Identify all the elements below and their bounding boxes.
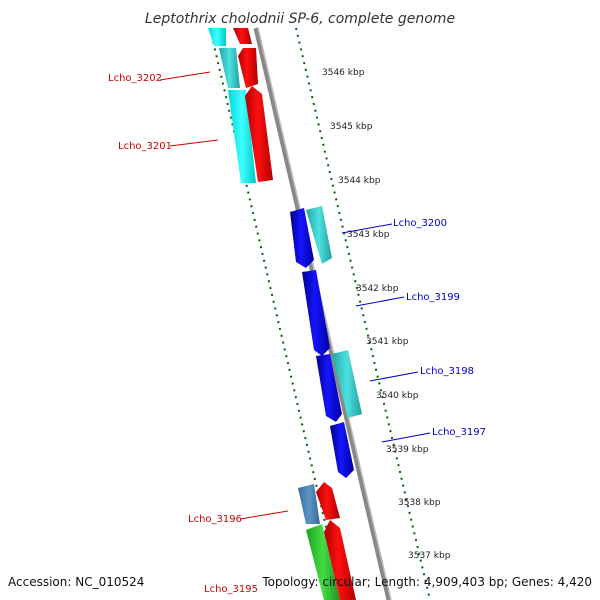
gene-label-lcho-3199: Lcho_3199: [406, 292, 460, 303]
annotation-feature: [306, 206, 332, 264]
gene-label-lcho-3196: Lcho_3196: [188, 514, 242, 525]
genome-backbone-highlight: [257, 27, 392, 600]
topology-label: Topology: circular; Length: 4,909,403 bp…: [261, 575, 592, 589]
annotation-feature: [306, 524, 340, 600]
scale-label: 3538 kbp: [398, 498, 441, 508]
gene-label-lcho-3197: Lcho_3197: [432, 427, 486, 438]
scale-label: 3545 kbp: [330, 122, 373, 132]
scale-label: 3544 kbp: [338, 176, 381, 186]
scale-label: 3540 kbp: [376, 391, 419, 401]
cds-lcho-3196: [316, 482, 340, 520]
scale-label: 3542 kbp: [356, 284, 399, 294]
cds-lcho-3199: [302, 270, 330, 356]
gene-label-lcho-3200: Lcho_3200: [393, 218, 447, 229]
scale-label: 3537 kbp: [408, 551, 451, 561]
cds-lcho-3203: [233, 28, 252, 44]
gene-label-lcho-3202: Lcho_3202: [108, 73, 162, 84]
annotation-feature: [219, 48, 240, 88]
scale-label: 3541 kbp: [366, 337, 409, 347]
scale-label: 3539 kbp: [386, 445, 429, 455]
cds-lcho-3200: [290, 208, 314, 268]
gene-label-lcho-3198: Lcho_3198: [420, 366, 474, 377]
gene-label-lcho-3201: Lcho_3201: [118, 141, 172, 152]
annotation-feature: [298, 484, 320, 524]
gene-label-lcho-3195: Lcho_3195: [204, 584, 258, 595]
annotation-feature: [228, 90, 256, 183]
annotation-feature: [332, 350, 362, 418]
cds-lcho-3195: [324, 520, 356, 600]
cds-lcho-3198: [316, 354, 342, 422]
cds-lcho-3202: [238, 48, 258, 88]
scale-labels: 3546 kbp 3545 kbp 3544 kbp 3543 kbp 3542…: [322, 68, 451, 561]
cds-lcho-3201: [245, 86, 273, 182]
annotation-feature: [208, 28, 226, 46]
map-title: Leptothrix cholodnii SP-6, complete geno…: [145, 11, 455, 27]
cds-lcho-3197: [330, 422, 354, 478]
scale-label: 3543 kbp: [347, 230, 390, 240]
scale-label: 3546 kbp: [322, 68, 365, 78]
accession-label: Accession: NC_010524: [8, 575, 144, 589]
